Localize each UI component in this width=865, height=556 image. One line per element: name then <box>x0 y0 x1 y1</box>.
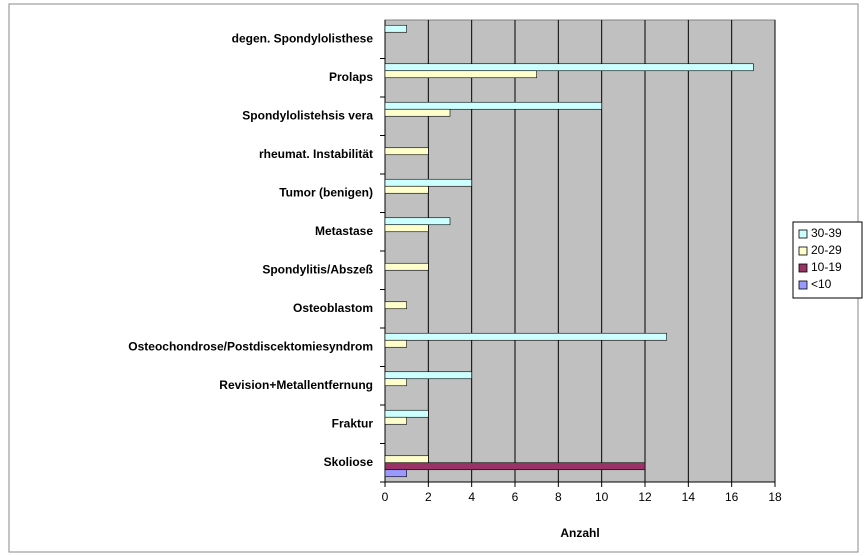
bar <box>384 409 429 418</box>
x-tick-label: 0 <box>382 490 389 504</box>
bar <box>384 416 407 425</box>
bar <box>384 469 407 478</box>
y-tick-label: rheumat. Instabilität <box>259 147 373 161</box>
bar <box>384 371 472 380</box>
legend-label: 20-29 <box>811 243 842 257</box>
bar <box>384 224 429 233</box>
x-tick-label: 6 <box>512 490 519 504</box>
y-tick-label: Metastase <box>315 224 373 238</box>
y-tick-label: Skoliose <box>324 455 374 469</box>
x-tick-label: 12 <box>638 490 652 504</box>
bar <box>384 178 472 187</box>
y-tick-label: Osteoblastom <box>293 301 373 315</box>
bar <box>384 63 754 72</box>
bar <box>384 262 429 271</box>
bar <box>384 185 429 194</box>
y-tick-label: Prolaps <box>329 70 373 84</box>
x-tick-label: 4 <box>468 490 475 504</box>
bar <box>384 147 429 156</box>
y-tick-label: Spondylitis/Abszeß <box>262 262 373 276</box>
x-tick-label: 2 <box>425 490 432 504</box>
legend-label: <10 <box>811 277 832 291</box>
x-tick-label: 18 <box>768 490 782 504</box>
legend-swatch <box>798 229 808 239</box>
y-tick-label: Osteochondrose/Postdiscektomiesyndrom <box>128 339 373 353</box>
y-tick-label: Spondylolistehsis vera <box>242 108 373 122</box>
bar <box>384 101 602 110</box>
x-axis-label: Anzahl <box>560 526 599 540</box>
legend-swatch <box>798 246 808 256</box>
y-tick-label: degen. Spondylolisthese <box>232 31 374 45</box>
legend-label: 30-39 <box>811 226 842 240</box>
legend-swatch <box>798 263 808 273</box>
x-tick-label: 8 <box>555 490 562 504</box>
bar <box>384 108 451 117</box>
bar <box>384 462 646 471</box>
bar <box>384 301 407 310</box>
bar <box>384 455 429 464</box>
plot-area <box>384 19 776 483</box>
bar <box>384 378 407 387</box>
bar <box>384 24 407 33</box>
bar <box>384 339 407 348</box>
bar <box>384 70 537 79</box>
x-tick-label: 16 <box>725 490 739 504</box>
legend-swatch <box>798 280 808 290</box>
x-tick-label: 10 <box>595 490 609 504</box>
y-tick-label: Revision+Metallentfernung <box>219 378 373 392</box>
bar <box>384 332 667 341</box>
legend-label: 10-19 <box>811 260 842 274</box>
x-tick-label: 14 <box>682 490 696 504</box>
y-tick-label: Tumor (benigen) <box>279 185 373 199</box>
bar <box>384 217 451 226</box>
y-tick-label: Fraktur <box>332 416 374 430</box>
